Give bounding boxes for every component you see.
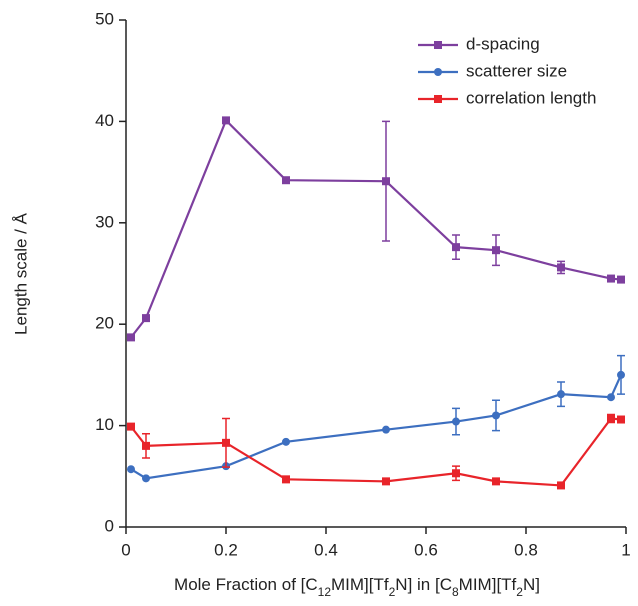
point [142, 314, 150, 323]
point [492, 477, 500, 486]
point [127, 333, 135, 342]
point [607, 393, 615, 402]
y-tick-label: 40 [95, 111, 114, 130]
point [557, 481, 565, 490]
x-tick-label: 0 [121, 540, 130, 559]
x-tick-label: 0.8 [514, 540, 538, 559]
x-tick-label: 1 [621, 540, 630, 559]
y-tick-label: 20 [95, 314, 114, 333]
legend-label: scatterer size [466, 61, 567, 80]
series-line [130, 417, 622, 487]
series-line [130, 118, 622, 339]
y-tick-label: 0 [105, 516, 114, 535]
legend-label: d-spacing [466, 34, 540, 53]
point [127, 465, 135, 474]
point [142, 474, 150, 483]
point [282, 475, 290, 484]
point [282, 176, 290, 185]
point [127, 422, 135, 431]
point [382, 177, 390, 186]
y-tick-label: 30 [95, 212, 114, 231]
point [617, 275, 625, 284]
point [382, 425, 390, 434]
point [492, 246, 500, 255]
point [617, 415, 625, 424]
y-axis-label: Length scale / Å [11, 212, 30, 335]
point [557, 263, 565, 272]
point [282, 437, 290, 446]
point [452, 469, 460, 478]
series-line [130, 374, 623, 480]
point [492, 411, 500, 420]
legend-marker [434, 95, 442, 103]
point [222, 438, 230, 447]
point [452, 417, 460, 426]
x-axis-label: Mole Fraction of [C12MIM][Tf2N] in [C8MI… [174, 575, 540, 599]
point [222, 116, 230, 125]
point [142, 441, 150, 450]
point [607, 274, 615, 283]
point [557, 390, 565, 399]
point [607, 414, 615, 423]
point [382, 477, 390, 486]
y-tick-label: 50 [95, 9, 114, 28]
x-tick-label: 0.4 [314, 540, 338, 559]
legend-marker [434, 41, 442, 49]
legend-label: correlation length [466, 88, 596, 107]
x-tick-label: 0.6 [414, 540, 438, 559]
legend-marker [434, 68, 442, 76]
x-tick-label: 0.2 [214, 540, 238, 559]
point [452, 243, 460, 252]
point [617, 370, 625, 379]
y-tick-label: 10 [95, 415, 114, 434]
